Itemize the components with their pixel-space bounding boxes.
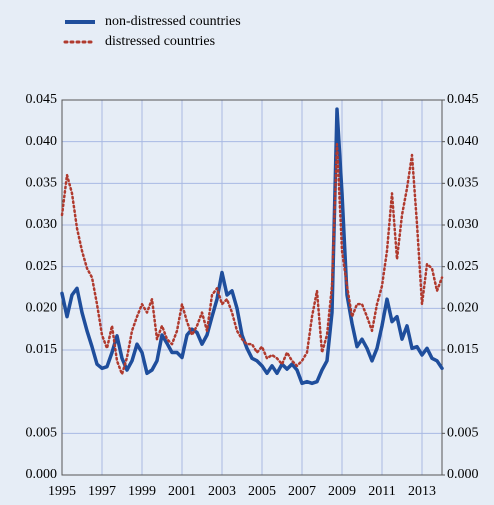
y2-tick-label: 0.000 — [447, 467, 479, 482]
y2-tick-label: 0.020 — [447, 301, 479, 316]
y2-tick-label: 0.030 — [447, 217, 479, 232]
y-tick-label: 0.025 — [26, 259, 58, 274]
y2-tick-label: 0.005 — [447, 426, 479, 441]
x-tick-label: 2007 — [288, 484, 316, 499]
y-tick-label: 0.045 — [26, 92, 58, 107]
y-tick-label: 0.015 — [26, 342, 58, 357]
plot-frame — [61, 99, 443, 476]
x-tick-label: 1997 — [88, 484, 116, 499]
y-tick-label: 0.030 — [26, 217, 58, 232]
y2-tick-label: 0.040 — [447, 134, 479, 149]
x-tick-label: 2013 — [408, 484, 436, 499]
x-tick-label: 2003 — [208, 484, 236, 499]
legend-label: distressed countries — [105, 34, 215, 49]
x-tick-label: 1999 — [128, 484, 156, 499]
y2-tick-label: 0.025 — [447, 259, 479, 274]
y-tick-label: 0.035 — [26, 176, 58, 191]
y2-tick-label: 0.035 — [447, 176, 479, 191]
series-line — [60, 142, 444, 376]
x-tick-label: 2009 — [328, 484, 356, 499]
y-tick-label: 0.040 — [26, 134, 58, 149]
y2-tick-label: 0.015 — [447, 342, 479, 357]
x-tick-label: 2001 — [168, 484, 196, 499]
y2-tick-label: 0.045 — [447, 92, 479, 107]
x-tick-label: 1995 — [48, 484, 76, 499]
y-tick-label: 0.000 — [26, 467, 58, 482]
y-tick-label: 0.005 — [26, 426, 58, 441]
series-line — [60, 107, 444, 386]
x-tick-label: 2011 — [368, 484, 395, 499]
y-tick-label: 0.020 — [26, 301, 58, 316]
legend-label: non-distressed countries — [105, 14, 241, 29]
x-tick-label: 2005 — [248, 484, 276, 499]
